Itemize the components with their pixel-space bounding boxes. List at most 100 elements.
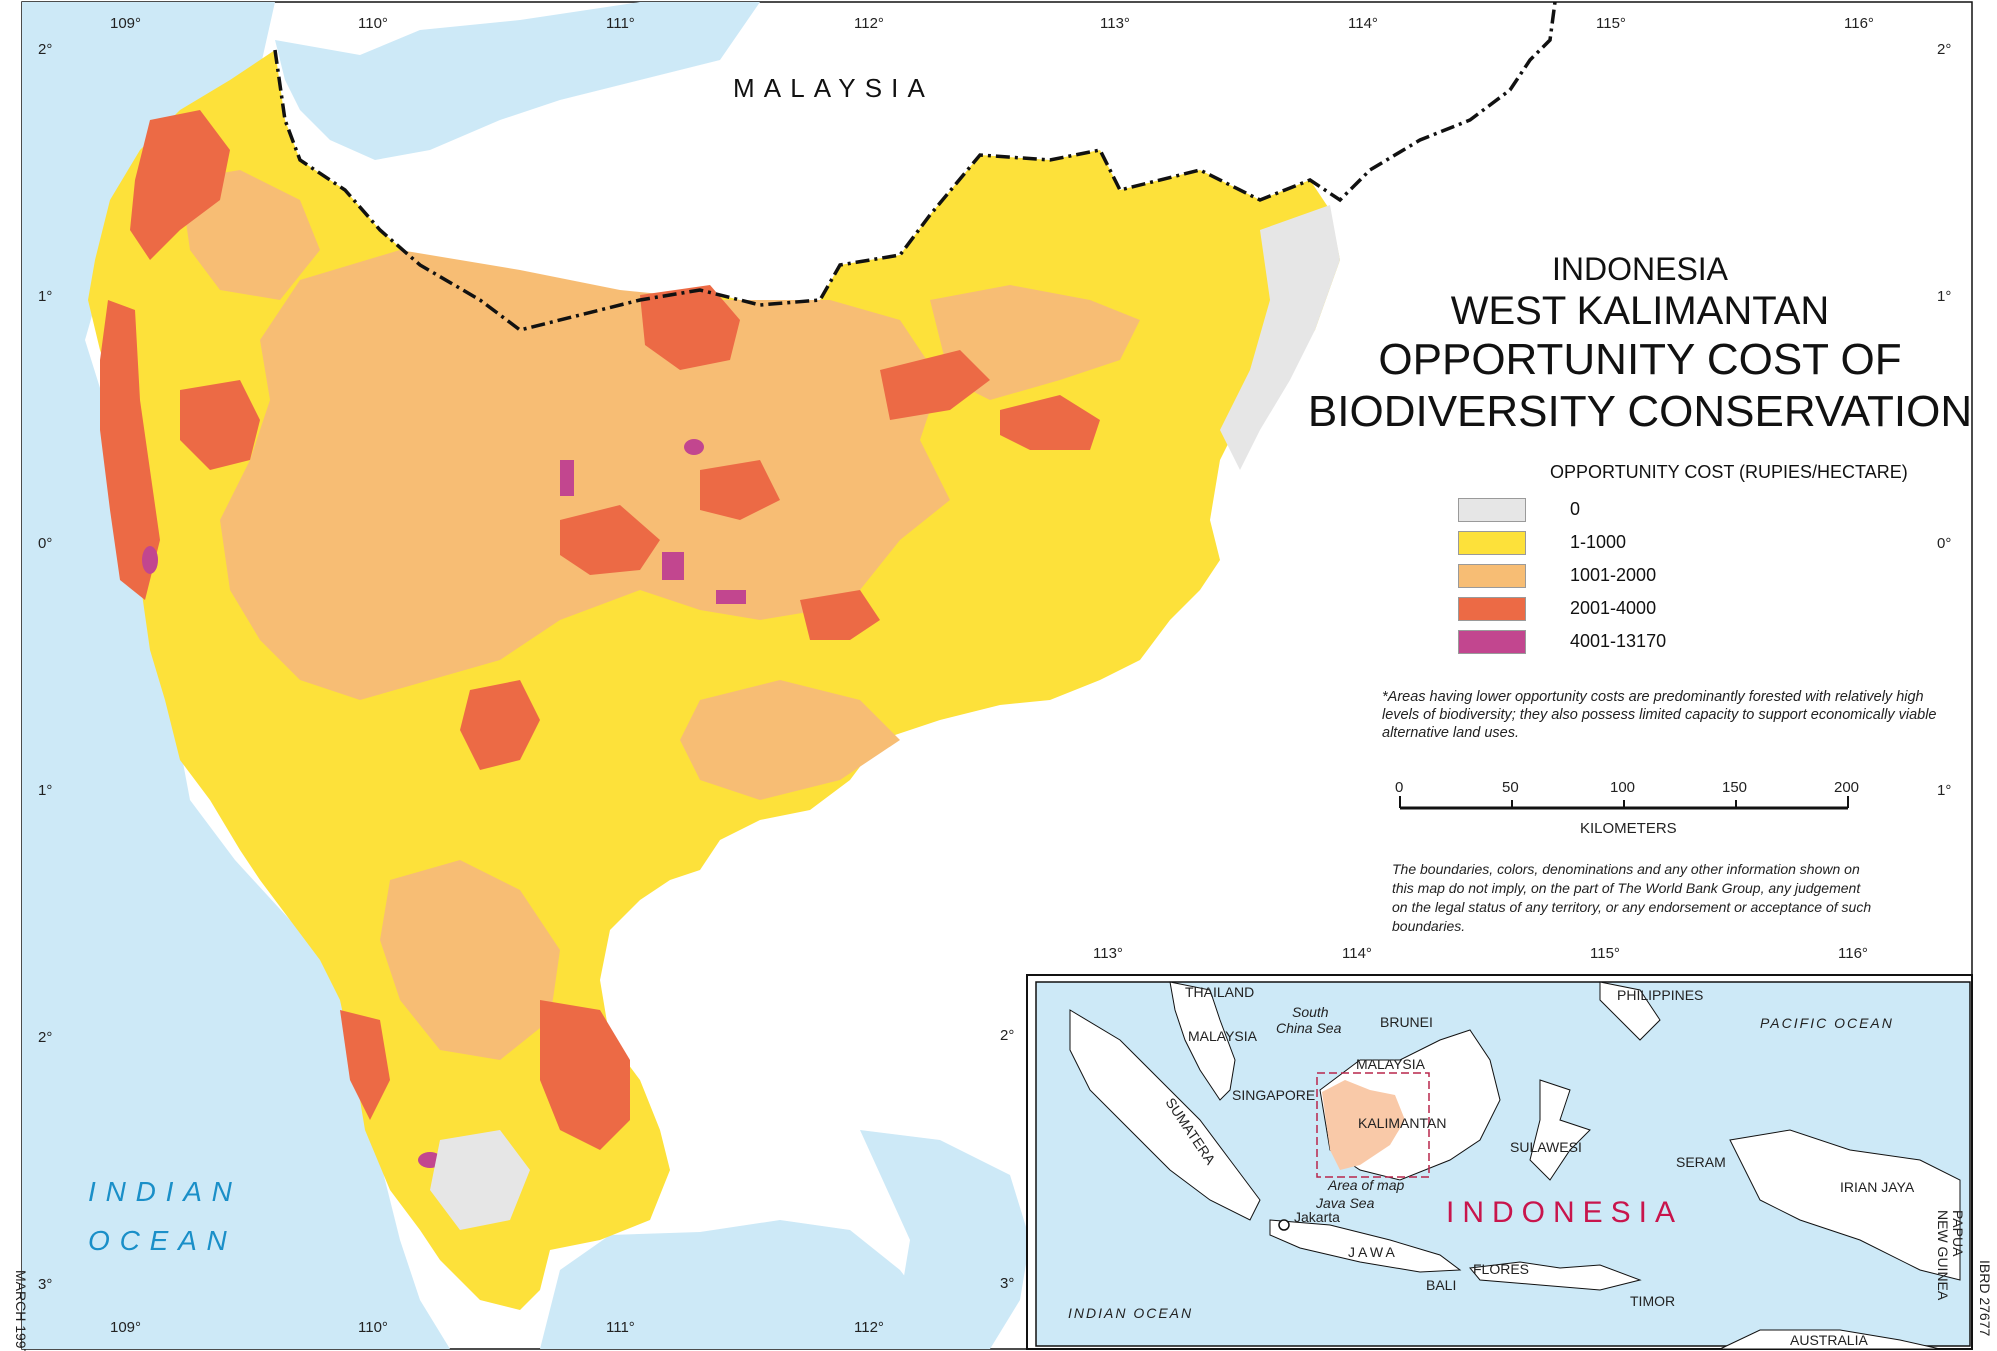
inset-label-seram: SERAM — [1676, 1154, 1726, 1170]
longitude-ticks-top: 109° 110° 111° 112° 113° 114° 115° 116° — [110, 15, 1874, 32]
scale-tick-label: 150 — [1722, 779, 1747, 796]
inset-label-south-china-sea-2: China Sea — [1276, 1020, 1342, 1036]
inset-label-malaysia-east: MALAYSIA — [1356, 1056, 1426, 1072]
inset-label-papua-2: NEW GUINEA — [1935, 1210, 1951, 1301]
water-north-bay — [275, 2, 760, 160]
margin-date: MARCH 1997 — [13, 1270, 29, 1351]
lat-tick-left: 1° — [38, 288, 52, 305]
lon-tick-top: 113° — [1100, 15, 1130, 32]
legend-label: 1001-2000 — [1570, 565, 1657, 585]
lon-tick-bottom: 111° — [606, 1319, 635, 1336]
zone-1001-2000-central — [220, 250, 950, 700]
legend-swatch — [1458, 596, 1526, 621]
legend-label: 4001-13170 — [1570, 631, 1667, 651]
inset-lon-tick: 115° — [1590, 945, 1620, 962]
legend-swatch — [1458, 530, 1526, 555]
title-line-2: WEST KALIMANTAN — [1450, 289, 1830, 333]
lat-tick-right: 0° — [1937, 535, 1951, 552]
legend-title: OPPORTUNITY COST (RUPIES/HECTARE) — [1550, 462, 1908, 482]
legend: OPPORTUNITY COST (RUPIES/HECTARE) 0 1-100… — [1458, 462, 1908, 658]
inset-label-papua-1: PAPUA — [1950, 1210, 1966, 1257]
zone-2001-4000-southwest — [460, 680, 540, 770]
zone-2001-4000-north-center — [640, 285, 740, 370]
zone-2001-4000-east-2 — [800, 590, 880, 640]
water-south — [540, 1220, 960, 1349]
inset-label-malaysia-west: MALAYSIA — [1188, 1028, 1258, 1044]
legend-swatch — [1458, 497, 1526, 522]
zone-2001-4000-south-1 — [540, 1000, 630, 1150]
inset-label-indonesia: INDONESIA — [1446, 1196, 1683, 1229]
label-indian-ocean-1: INDIAN — [88, 1176, 242, 1207]
lon-tick-bottom: 110° — [358, 1319, 388, 1336]
zone-0-south — [430, 1130, 530, 1230]
inset-label-thailand: THAILAND — [1185, 984, 1254, 1000]
margin-ibrd: IBRD 27677 — [1977, 1260, 1993, 1336]
zone-1001-2000-south — [380, 860, 560, 1060]
inset-label-philippines: PHILIPPINES — [1617, 987, 1703, 1003]
inset-label-area-of-map: Area of map — [1327, 1177, 1404, 1193]
title-line-4: BIODIVERSITY CONSERVATION — [1307, 387, 1973, 436]
zone-4001-13170-2 — [716, 590, 746, 604]
zone-4001-13170-6 — [142, 546, 158, 574]
inset-lat-tick: 2° — [1000, 1027, 1014, 1044]
zone-4001-13170-4 — [560, 460, 574, 496]
lon-tick-top: 110° — [358, 15, 388, 32]
lon-tick-top: 116° — [1844, 15, 1874, 32]
lat-tick-right: 1° — [1937, 782, 1951, 799]
legend-row: 1-1000 — [1458, 526, 1908, 559]
map-title-block: INDONESIA WEST KALIMANTAN OPPORTUNITY CO… — [1300, 250, 1980, 438]
inset-label-jawa: JAWA — [1348, 1244, 1398, 1260]
inset-label-flores: FLORES — [1473, 1261, 1529, 1277]
scale-unit-label: KILOMETERS — [1580, 820, 1677, 837]
inset-lon-tick: 114° — [1342, 945, 1372, 962]
lon-tick-top: 111° — [606, 15, 635, 32]
inset-label-singapore: SINGAPORE — [1232, 1087, 1315, 1103]
zone-2001-4000-west-1 — [180, 380, 260, 470]
zone-2001-4000-center — [560, 505, 660, 575]
zone-4001-13170-3 — [684, 439, 704, 455]
scale-tick-label: 0 — [1395, 779, 1403, 796]
zone-2001-4000-east — [1000, 395, 1100, 450]
legend-label: 2001-4000 — [1570, 598, 1657, 618]
inset-label-jakarta: Jakarta — [1294, 1209, 1340, 1225]
inset-label-south-china-sea-1: South — [1292, 1004, 1329, 1020]
inset-peninsula — [1169, 981, 1236, 1101]
inset-label-pacific: PACIFIC OCEAN — [1760, 1015, 1894, 1031]
lat-tick-left: 2° — [38, 41, 52, 58]
latitude-ticks-right: 2° 1° 0° 1° — [1937, 41, 1951, 799]
lon-tick-bottom: 112° — [854, 1319, 884, 1336]
zone-2001-4000-nw-coast — [130, 110, 230, 260]
inset-area-of-map-box — [1316, 1072, 1430, 1178]
inset-jawa — [1269, 1219, 1462, 1273]
legend-row: 0 — [1458, 493, 1908, 526]
lon-tick-bottom: 109° — [110, 1319, 141, 1336]
legend-row: 1001-2000 — [1458, 559, 1908, 592]
inset-lon-tick: 116° — [1838, 945, 1868, 962]
scale-tick-label: 200 — [1834, 779, 1859, 796]
inset-label-java-sea: Java Sea — [1315, 1195, 1375, 1211]
inset-label-bali: BALI — [1426, 1277, 1456, 1293]
legend-swatch — [1458, 629, 1526, 654]
inset-lat-tick: 3° — [1000, 1275, 1014, 1292]
longitude-ticks-bottom: 109° 110° 111° 112° — [110, 1319, 884, 1336]
inset-papua — [1729, 1129, 1961, 1281]
lat-tick-left: 3° — [38, 1276, 52, 1293]
footnote: *Areas having lower opportunity costs ar… — [1382, 689, 1937, 741]
inset-australia — [1719, 1329, 1941, 1350]
label-indian-ocean-2: OCEAN — [88, 1225, 237, 1256]
inset-label-indian-ocean: INDIAN OCEAN — [1068, 1305, 1193, 1321]
scale-tick-label: 50 — [1502, 779, 1519, 796]
legend-label: 0 — [1570, 499, 1581, 519]
inset-sumatera — [1069, 1009, 1261, 1221]
lat-tick-right: 2° — [1937, 41, 1951, 58]
zone-2001-4000-west-coast — [100, 300, 160, 600]
inset-map: THAILAND MALAYSIA South China Sea BRUNEI… — [1000, 945, 1973, 1350]
inset-nusa-tenggara — [1469, 1261, 1642, 1291]
water-east-bay — [860, 1130, 1030, 1349]
lat-tick-right: 1° — [1937, 288, 1951, 305]
international-border — [273, 1, 1557, 332]
inset-jakarta-marker — [1278, 1219, 1290, 1231]
lon-tick-top: 114° — [1348, 15, 1378, 32]
inset-lon-tick: 113° — [1093, 945, 1123, 962]
inset-philippines — [1599, 981, 1661, 1041]
